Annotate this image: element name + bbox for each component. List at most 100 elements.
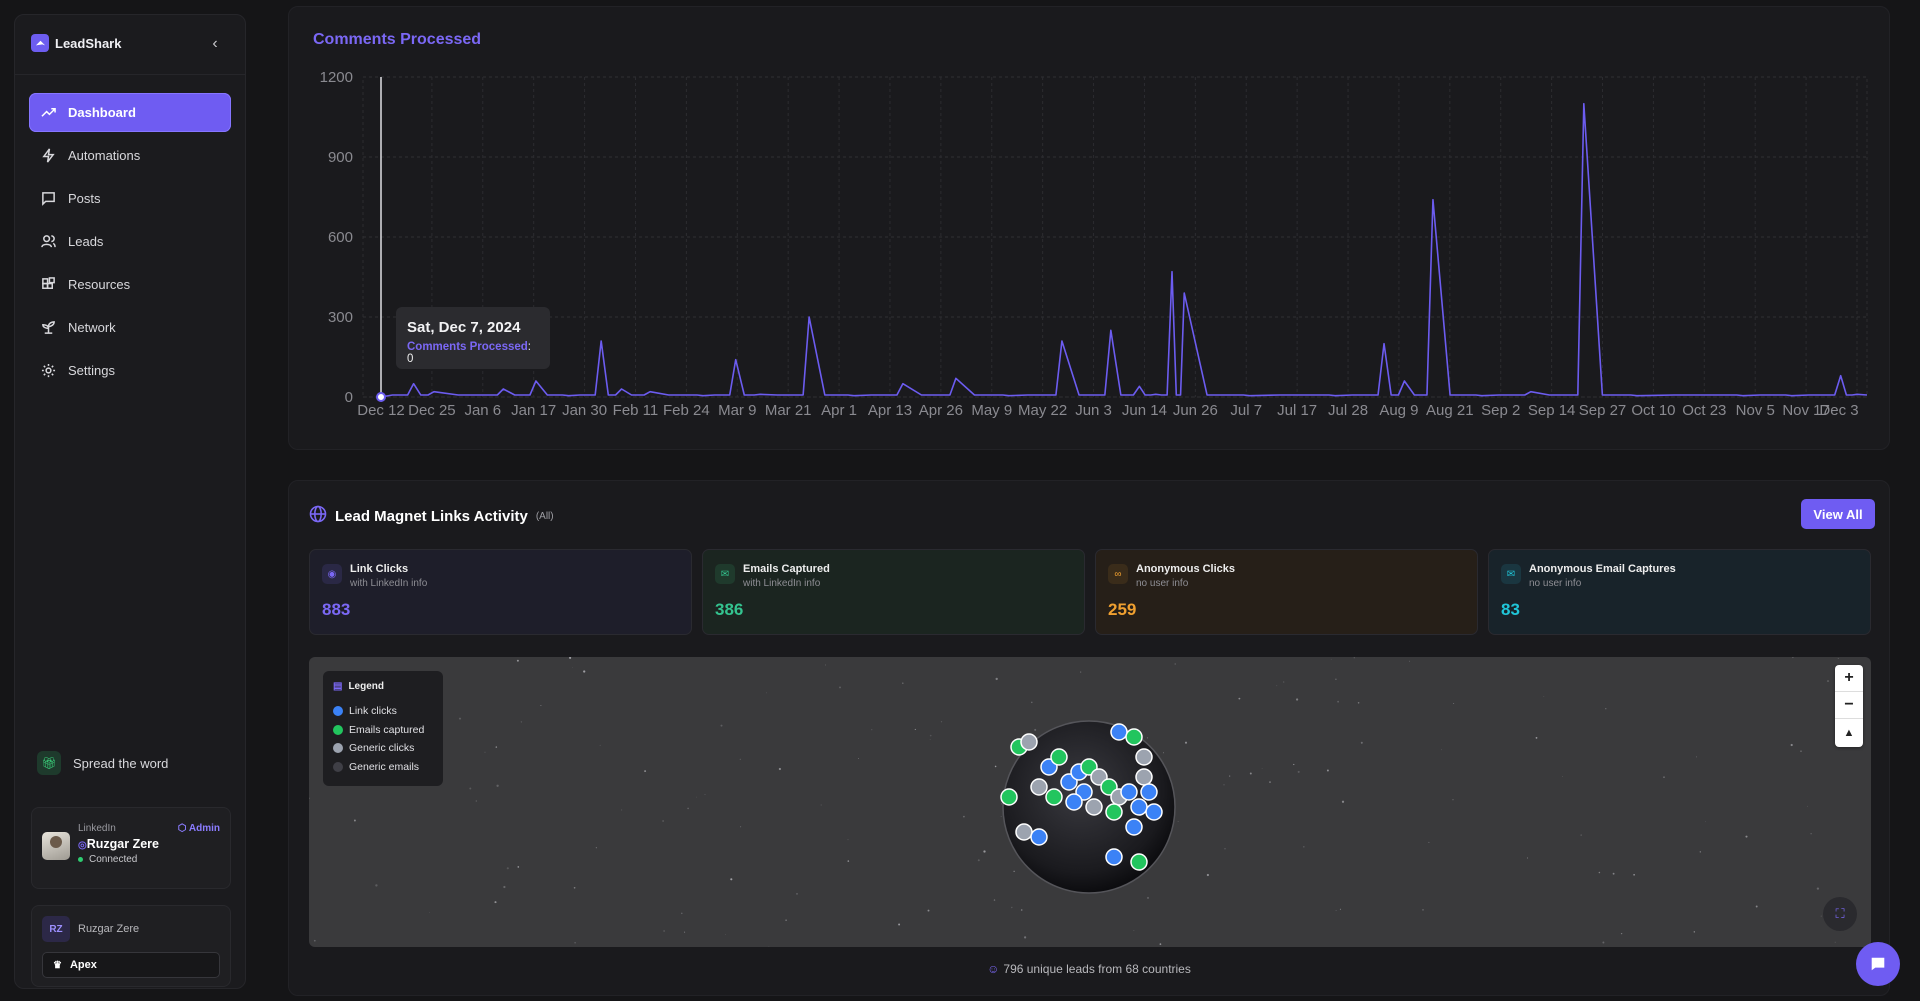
star — [858, 758, 859, 759]
zoom-in-button[interactable]: + — [1835, 665, 1863, 692]
data-point — [702, 395, 704, 397]
star — [766, 692, 768, 694]
lead-marker[interactable] — [1140, 783, 1158, 801]
x-tick-label: Jun 26 — [1173, 402, 1218, 419]
lead-marker[interactable] — [1085, 798, 1103, 816]
data-point — [808, 316, 810, 318]
lead-marker[interactable] — [1105, 848, 1123, 866]
sidebar-item-leads[interactable]: Leads — [29, 222, 231, 261]
star — [1177, 821, 1179, 822]
star — [1133, 930, 1135, 931]
x-tick-label: Oct 23 — [1682, 402, 1726, 419]
stat-value: 83 — [1501, 600, 1520, 619]
filter-label: (All) — [535, 511, 554, 522]
app-logo[interactable]: LeadShark — [31, 34, 121, 52]
lead-marker[interactable] — [1000, 788, 1018, 806]
star — [927, 909, 930, 912]
linkedin-account-card[interactable]: LinkedIn ⬡ Admin ◎Ruzgar Zere Connected — [31, 807, 231, 889]
lead-marker[interactable] — [1135, 748, 1153, 766]
star — [1031, 701, 1033, 704]
globe-graphic[interactable] — [989, 697, 1189, 897]
plan-selector[interactable]: ♛ Apex — [42, 952, 220, 978]
star — [1283, 681, 1285, 683]
lead-marker[interactable] — [1030, 778, 1048, 796]
lead-marker[interactable] — [1145, 803, 1163, 821]
sprout-icon — [42, 321, 55, 334]
compass-button[interactable]: ▲ — [1843, 726, 1855, 739]
star — [621, 809, 623, 811]
lead-marker[interactable] — [1125, 728, 1143, 746]
sidebar-item-posts[interactable]: Posts — [29, 179, 231, 218]
stat-card-emails-captured[interactable]: ✉ Emails Captured with LinkedIn info 386 — [702, 549, 1085, 635]
data-point — [1840, 375, 1842, 377]
star — [1034, 728, 1037, 731]
sidebar-item-settings[interactable]: Settings — [29, 351, 231, 390]
star — [520, 721, 523, 723]
tooltip-series: Comments Processed — [407, 341, 528, 353]
leads-summary: ☺ 796 unique leads from 68 countries — [289, 962, 1889, 976]
star — [1229, 775, 1231, 777]
globe-map[interactable]: ▤ Legend Link clicks Emails captured Gene… — [309, 657, 1871, 947]
star — [1174, 663, 1176, 665]
star — [1580, 834, 1582, 836]
star — [704, 794, 706, 795]
stat-card-anonymous-email-captures[interactable]: ✉ Anonymous Email Captures no user info … — [1488, 549, 1871, 635]
lead-marker[interactable] — [1110, 723, 1128, 741]
chat-button[interactable] — [1856, 942, 1900, 986]
lead-marker[interactable] — [1105, 803, 1123, 821]
legend-item: Generic clicks — [333, 739, 433, 758]
lead-marker[interactable] — [1135, 768, 1153, 786]
spread-the-word-button[interactable]: 🎁︎ Spread the word — [37, 751, 168, 775]
stat-card-anonymous-clicks[interactable]: ∞ Anonymous Clicks no user info 259 — [1095, 549, 1478, 635]
legend-item: Emails captured — [333, 721, 433, 740]
zoom-out-button[interactable]: − — [1835, 692, 1863, 719]
star — [1020, 909, 1023, 911]
star — [1276, 685, 1278, 687]
fullscreen-button[interactable]: ⛶ — [1823, 897, 1857, 931]
star — [1335, 678, 1337, 680]
lead-marker[interactable] — [1050, 748, 1068, 766]
sidebar-item-automations[interactable]: Automations — [29, 136, 231, 175]
view-all-button[interactable]: View All — [1801, 499, 1875, 529]
lead-marker[interactable] — [1015, 823, 1033, 841]
stat-card-link-clicks[interactable]: ◉ Link Clicks with LinkedIn info 883 — [309, 549, 692, 635]
stat-title: Anonymous Email Captures — [1529, 563, 1676, 575]
star — [778, 767, 782, 771]
x-tick-label: Apr 26 — [919, 402, 963, 419]
zoom-controls: + − ▲ — [1835, 665, 1863, 747]
y-tick-label: 0 — [345, 389, 353, 406]
star — [1011, 906, 1013, 909]
star — [839, 686, 841, 689]
star — [1755, 905, 1758, 908]
star — [517, 866, 520, 868]
lead-marker[interactable] — [1045, 788, 1063, 806]
lead-marker[interactable] — [1120, 783, 1138, 801]
star — [940, 721, 943, 723]
lead-marker[interactable] — [1065, 793, 1083, 811]
star — [1834, 941, 1836, 943]
comments-chart[interactable]: 0 300 600 900 1200 Dec 12 Dec 25 Jan 6 Jan 17 Jan… — [289, 7, 1891, 451]
map-icon: ▤ — [333, 681, 343, 692]
star — [993, 899, 996, 901]
lead-marker[interactable] — [1130, 798, 1148, 816]
star — [1428, 841, 1430, 843]
x-tick-label: May 22 — [1018, 402, 1067, 419]
platform-label: LinkedIn — [78, 823, 116, 834]
collapse-sidebar-button[interactable]: ‹ — [212, 35, 218, 52]
status-text: Connected — [89, 854, 138, 865]
star — [1535, 737, 1538, 739]
series-line — [380, 102, 1868, 398]
sidebar-item-resources[interactable]: Resources — [29, 265, 231, 304]
lead-marker[interactable] — [1030, 828, 1048, 846]
star — [720, 724, 723, 727]
legend-title: Legend — [348, 681, 385, 692]
lead-marker[interactable] — [1130, 853, 1148, 871]
star — [1000, 816, 1002, 817]
lead-marker[interactable] — [1125, 818, 1143, 836]
lead-marker[interactable] — [1020, 733, 1038, 751]
sidebar-item-network[interactable]: Network — [29, 308, 231, 347]
y-tick-label: 600 — [328, 229, 353, 246]
star — [1339, 908, 1341, 910]
mail-icon: ✉ — [715, 564, 735, 584]
sidebar-item-dashboard[interactable]: Dashboard — [29, 93, 231, 132]
